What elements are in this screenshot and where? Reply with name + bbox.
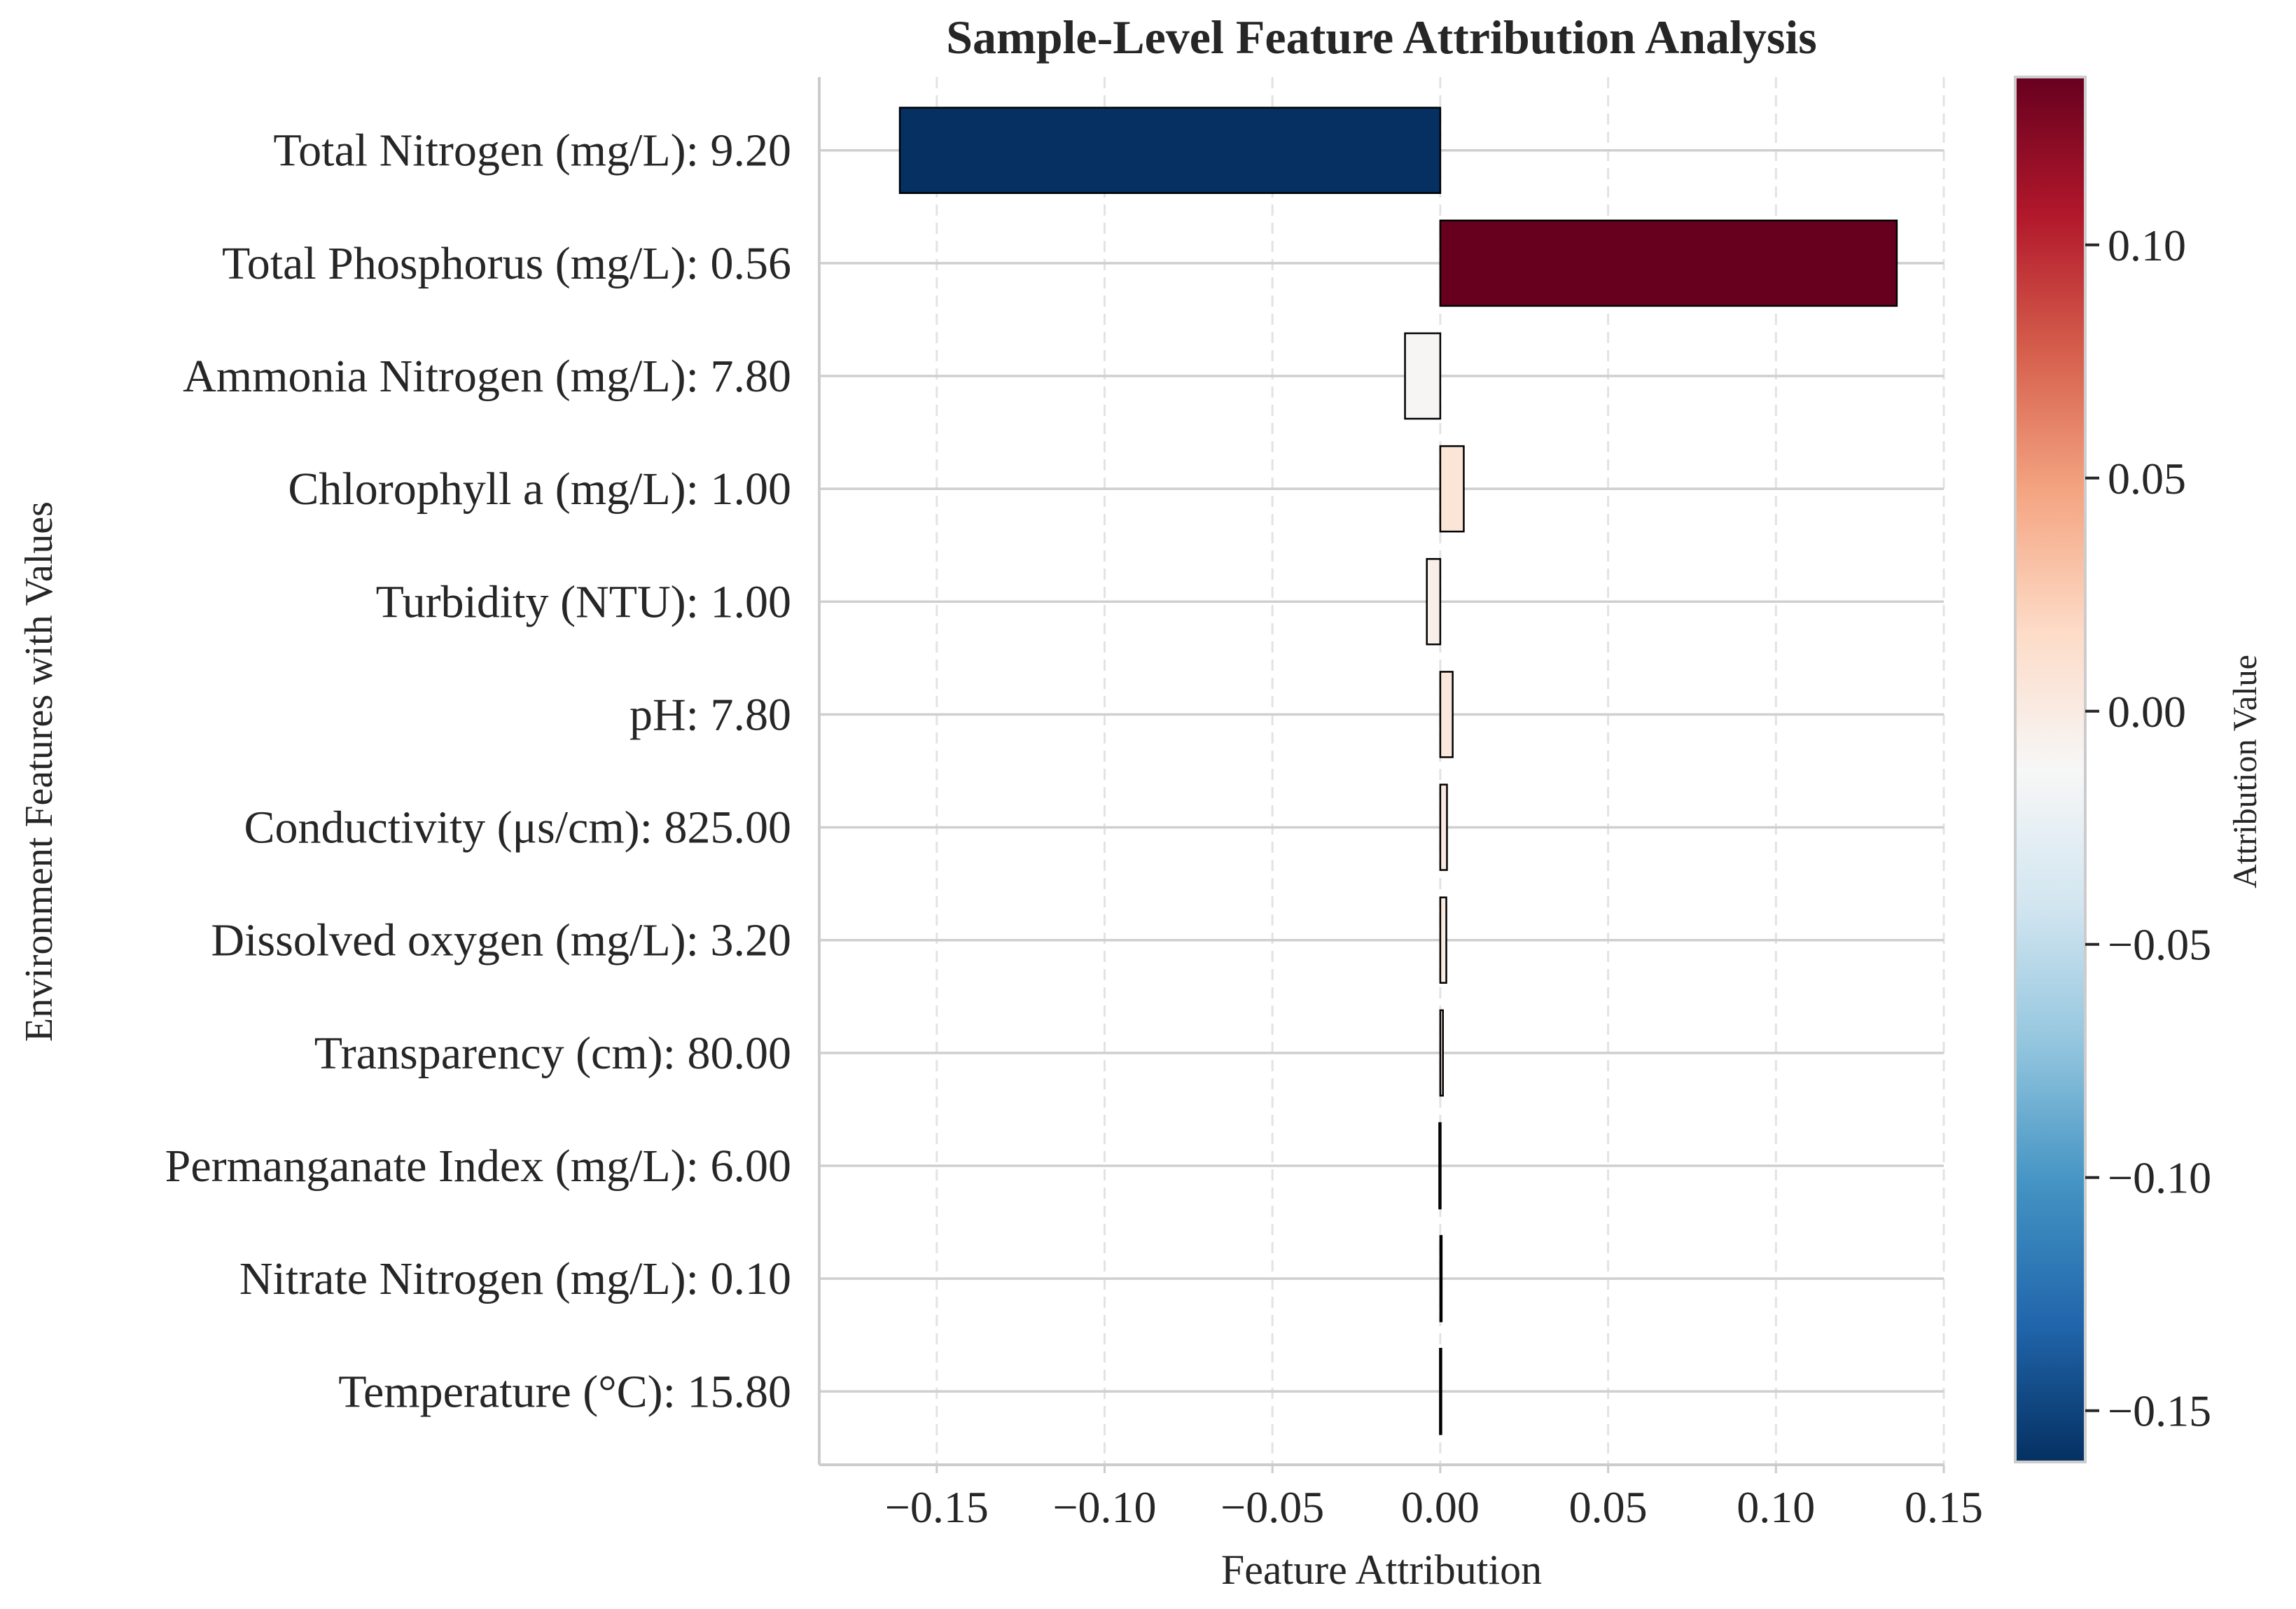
colorbar-label: Attribution Value [2227,655,2264,889]
tick-labels: Total Nitrogen (mg/L): 9.20 Total Phospho… [165,125,1983,1532]
colorbar-tick-label: −0.15 [2108,1386,2211,1436]
x-tick-label: 0.00 [1401,1482,1480,1532]
y-tick-label: Dissolved oxygen (mg/L): 3.20 [211,915,791,966]
colorbar-tick-label: 0.05 [2108,454,2186,503]
bar [1404,332,1442,420]
y-tick-label: Total Nitrogen (mg/L): 9.20 [273,125,791,176]
bar [1439,1234,1443,1323]
bar [1439,1009,1444,1097]
bar [1426,558,1442,646]
y-tick-label: Temperature (°C): 15.80 [338,1366,791,1417]
bar [1439,219,1898,307]
colorbar: −0.15 −0.10 −0.05 0.00 0.05 0.10 [2014,76,2211,1463]
y-tick-label: Ammonia Nitrogen (mg/L): 7.80 [183,351,791,402]
x-tick-label: −0.05 [1220,1482,1324,1532]
bar [898,106,1442,194]
y-axis-label: Environment Features with Values [18,501,61,1042]
axes [818,77,1945,1473]
bar [1438,1122,1442,1210]
grid [819,77,1945,1465]
bar [1439,783,1448,871]
y-tick-label: Total Phosphorus (mg/L): 0.56 [222,238,791,289]
bar [1439,671,1454,758]
x-tick-label: −0.10 [1052,1482,1156,1532]
bars [898,106,1898,1435]
bar [1439,445,1465,533]
colorbar-tick-label: 0.00 [2108,687,2186,737]
y-tick-label: Nitrate Nitrogen (mg/L): 0.10 [239,1253,791,1304]
y-tick-label: Permanganate Index (mg/L): 6.00 [165,1141,791,1192]
colorbar-tick-label: 0.10 [2108,221,2186,270]
bar [1439,1348,1442,1435]
x-tick-label: 0.15 [1905,1482,1983,1532]
y-tick-label: Chlorophyll a (mg/L): 1.00 [288,464,791,515]
x-tick-label: 0.05 [1569,1482,1648,1532]
y-tick-label: Conductivity (μs/cm): 825.00 [244,802,792,854]
colorbar-tick-label: −0.05 [2108,920,2211,970]
bar [1439,896,1447,984]
y-tick-label: pH: 7.80 [629,689,791,740]
y-tick-label: Transparency (cm): 80.00 [314,1028,791,1079]
x-axis-label: Feature Attribution [1221,1547,1542,1593]
chart-title: Sample-Level Feature Attribution Analysi… [946,11,1817,64]
colorbar-tick-label: −0.10 [2108,1153,2211,1203]
x-tick-label: 0.10 [1737,1482,1815,1532]
y-tick-label: Turbidity (NTU): 1.00 [376,576,791,627]
x-tick-label: −0.15 [885,1482,989,1532]
colorbar-bar [2014,76,2087,1463]
